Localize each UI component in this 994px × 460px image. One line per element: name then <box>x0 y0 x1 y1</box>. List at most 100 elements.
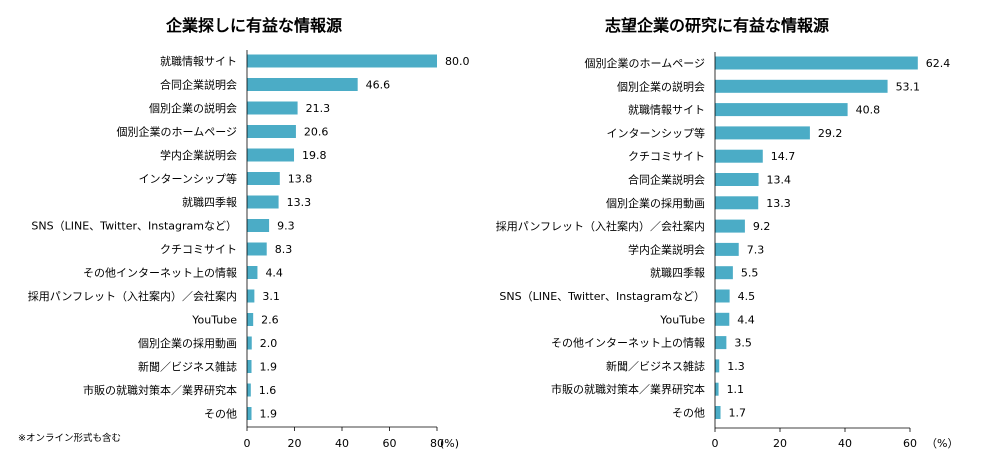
right-value-label: 62.4 <box>926 57 951 70</box>
left-category-label: その他 <box>204 408 237 421</box>
right-bar <box>715 266 733 280</box>
right-value-label: 40.8 <box>856 104 881 117</box>
right-value-label: 4.5 <box>738 290 756 303</box>
right-bar <box>715 219 745 233</box>
left-bar <box>247 78 358 91</box>
right-value-label: 1.1 <box>727 383 745 396</box>
left-bar <box>247 360 252 373</box>
right-x-tick-label: 60 <box>903 437 917 450</box>
left-bar <box>247 148 295 162</box>
right-bar <box>715 359 720 373</box>
right-bar <box>715 56 918 70</box>
right-value-label: 1.7 <box>729 407 747 420</box>
left-value-label: 4.4 <box>265 267 283 280</box>
right-category-label: クチコミサイト <box>628 150 705 163</box>
left-x-tick-label: 60 <box>383 437 397 450</box>
right-category-label: 採用パンフレット（入社案内）／会社案内 <box>496 219 705 233</box>
right-category-label: 新聞／ビジネス雑誌 <box>606 359 705 373</box>
left-x-tick-label: 80 <box>430 437 444 450</box>
left-value-label: 19.8 <box>302 149 327 162</box>
right-value-label: 7.3 <box>747 243 765 256</box>
left-value-label: 8.3 <box>275 243 293 256</box>
left-chart-title: 企業探しに有益な情報源 <box>165 16 342 35</box>
left-value-label: 1.9 <box>260 408 278 421</box>
left-value-label: 21.3 <box>306 102 331 115</box>
left-x-tick-label: 20 <box>288 437 302 450</box>
left-value-label: 20.6 <box>304 126 329 139</box>
left-bar <box>247 313 254 326</box>
right-x-tick-label: 0 <box>712 437 719 450</box>
right-bar <box>715 173 759 186</box>
left-value-label: 46.6 <box>366 79 391 92</box>
left-value-label: 13.8 <box>288 173 313 186</box>
left-bar <box>247 407 252 420</box>
left-category-label: 個別企業の採用動画 <box>138 336 237 350</box>
left-x-tick-label: 0 <box>244 437 251 450</box>
left-value-label: 3.1 <box>262 290 280 303</box>
right-value-label: 5.5 <box>741 267 759 280</box>
right-category-label: 個別企業の説明会 <box>617 79 705 93</box>
right-category-label: 合同企業説明会 <box>628 173 705 187</box>
right-category-label: SNS（LINE、Twitter、Instagramなど） <box>499 290 705 303</box>
left-category-label: 就職情報サイト <box>160 54 237 68</box>
left-footnote: ※オンライン形式も含む <box>18 432 121 444</box>
right-value-label: 4.4 <box>737 313 755 326</box>
right-value-label: 14.7 <box>771 150 796 163</box>
right-chart-title: 志望企業の研究に有益な情報源 <box>605 16 829 35</box>
left-bar <box>247 219 270 232</box>
left-bar <box>247 289 255 303</box>
left-bar <box>247 266 258 279</box>
right-category-label: 市販の就職対策本／業界研究本 <box>551 382 705 396</box>
left-category-label: その他インターネット上の情報 <box>83 267 237 280</box>
left-value-label: 13.3 <box>287 196 312 209</box>
right-bar <box>715 336 727 350</box>
right-value-label: 13.3 <box>766 197 791 210</box>
right-category-label: 個別企業の採用動画 <box>606 196 705 210</box>
right-bar <box>715 103 848 117</box>
left-x-tick-label: 40 <box>335 437 349 450</box>
left-value-label: 2.0 <box>260 337 278 350</box>
left-category-label: 個別企業のホームページ <box>117 125 237 139</box>
left-bar <box>247 172 280 185</box>
right-x-tick-label: 40 <box>838 437 852 450</box>
left-bar <box>247 54 437 68</box>
right-category-label: 就職四季報 <box>650 266 705 280</box>
right-category-label: YouTube <box>659 313 705 326</box>
right-bar <box>715 289 730 303</box>
left-category-label: SNS（LINE、Twitter、Instagramなど） <box>31 220 237 233</box>
right-value-label: 29.2 <box>818 127 843 140</box>
left-bar <box>247 336 252 350</box>
right-category-label: 学内企業説明会 <box>628 242 705 256</box>
right-bar <box>715 312 730 326</box>
right-category-label: インターンシップ等 <box>607 126 705 140</box>
right-bar <box>715 406 721 419</box>
left-category-label: クチコミサイト <box>160 243 237 256</box>
left-x-unit-label: (%) <box>440 437 459 450</box>
right-category-label: 個別企業のホームページ <box>585 56 705 70</box>
left-bar <box>247 195 279 209</box>
left-bar <box>247 242 267 256</box>
right-bar <box>715 196 759 210</box>
left-bar <box>247 101 298 115</box>
right-bar <box>715 242 739 256</box>
right-bar <box>715 382 719 396</box>
right-bar <box>715 79 888 93</box>
left-category-label: 市販の就職対策本／業界研究本 <box>83 383 237 397</box>
left-value-label: 2.6 <box>261 314 279 327</box>
right-value-label: 1.3 <box>727 360 745 373</box>
left-category-label: YouTube <box>191 314 237 327</box>
left-value-label: 9.3 <box>277 220 295 233</box>
right-category-label: その他インターネット上の情報 <box>551 337 705 350</box>
left-category-label: 個別企業の説明会 <box>149 101 237 115</box>
right-x-unit-label: （%） <box>926 437 958 450</box>
left-category-label: 就職四季報 <box>182 195 237 209</box>
right-value-label: 13.4 <box>767 174 792 187</box>
left-category-label: 新聞／ビジネス雑誌 <box>138 360 237 374</box>
left-bar <box>247 383 251 397</box>
right-category-label: その他 <box>672 407 705 420</box>
right-x-tick-label: 20 <box>773 437 787 450</box>
right-category-label: 就職情報サイト <box>628 103 705 117</box>
left-value-label: 1.6 <box>259 384 277 397</box>
